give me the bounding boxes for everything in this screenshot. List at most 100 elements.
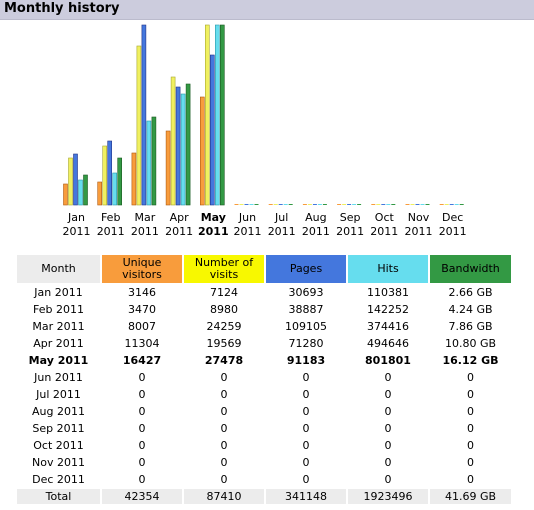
- cell-pages: 0: [302, 405, 310, 418]
- bar-dec-hits: [454, 204, 459, 205]
- cell-month: Nov 2011: [32, 456, 85, 469]
- bar-feb-bandwidth: [117, 157, 122, 206]
- bar-sep-visits: [342, 204, 347, 205]
- cell-month: Aug 2011: [32, 405, 85, 418]
- cell-unique-visitors: 0: [138, 371, 146, 384]
- bar-oct-unique-visitors: [371, 204, 376, 205]
- cell-pages: 0: [302, 473, 310, 486]
- table-row: Nov 2011 0 0 0 0 0: [17, 455, 511, 470]
- bar-jun-hits: [249, 204, 254, 205]
- cell-pages: 71280: [288, 337, 324, 350]
- x-year-oct: 2011: [370, 225, 398, 238]
- cell-bandwidth: 4.24 GB: [448, 303, 493, 316]
- section-title-bar: Monthly history: [0, 0, 534, 20]
- cell-unique-visitors: 0: [138, 388, 146, 401]
- cell-pages: 0: [302, 439, 310, 452]
- x-label-mar: Mar: [135, 211, 156, 224]
- cell-unique-visitors: 0: [138, 456, 146, 469]
- table-row: Jul 2011 0 0 0 0 0: [17, 387, 511, 402]
- bar-jun-visits: [239, 204, 244, 205]
- cell-unique-visitors: 11304: [124, 337, 160, 350]
- bar-dec-pages: [449, 204, 454, 205]
- bar-sep-bandwidth: [357, 204, 362, 205]
- bar-sep-unique-visitors: [337, 204, 342, 205]
- table-row: Feb 2011 3470 8980 38887 142252 4.24 GB: [17, 302, 511, 317]
- total-cell-hits: 1923496: [348, 489, 428, 504]
- table-row: May 2011 16427 27478 91183 801801 16.12 GB: [17, 353, 511, 368]
- total-cell-pages: 341148: [266, 489, 346, 504]
- x-label-aug: Aug: [305, 211, 326, 224]
- bar-dec-unique-visitors: [439, 204, 444, 205]
- table-row: Mar 2011 8007 24259 109105 374416 7.86 GB: [17, 319, 511, 334]
- bar-jun-bandwidth: [254, 204, 259, 205]
- total-cell-unique-visitors: 42354: [102, 489, 182, 504]
- table-row: Oct 2011 0 0 0 0 0: [17, 438, 511, 453]
- table-row: Apr 2011 11304 19569 71280 494646 10.80 GB: [17, 336, 511, 351]
- cell-month: Feb 2011: [33, 303, 84, 316]
- cell-bandwidth: 0: [467, 422, 474, 435]
- cell-hits: 0: [384, 422, 392, 435]
- cell-visits: 24259: [206, 320, 242, 333]
- bar-jan-pages: [73, 153, 78, 206]
- section-title: Monthly history: [4, 1, 120, 16]
- bar-dec-bandwidth: [459, 204, 464, 205]
- bar-mar-unique-visitors: [131, 152, 137, 206]
- cell-bandwidth: 0: [467, 456, 474, 469]
- header-unique-visitors: Unique visitors: [102, 255, 182, 283]
- cell-hits: 110381: [367, 286, 409, 299]
- bar-feb-visits: [102, 145, 107, 206]
- bar-apr-bandwidth: [185, 83, 191, 206]
- monthly-history-chart: Jan2011Feb2011Mar2011Apr2011May2011Jun20…: [63, 24, 467, 238]
- x-label-may: May: [201, 211, 226, 224]
- cell-unique-visitors: 0: [138, 422, 146, 435]
- total-cell-month: Total: [17, 489, 100, 504]
- x-label-oct: Oct: [375, 211, 395, 224]
- cell-visits: 0: [220, 439, 228, 452]
- bar-nov-bandwidth: [425, 204, 430, 205]
- cell-unique-visitors: 0: [138, 405, 146, 418]
- x-label-sep: Sep: [340, 211, 361, 224]
- cell-bandwidth: 2.66 GB: [448, 286, 493, 299]
- x-label-jun: Jun: [238, 211, 256, 224]
- bar-jul-hits: [283, 204, 288, 205]
- cell-unique-visitors: 3146: [128, 286, 156, 299]
- cell-hits: 494646: [367, 337, 409, 350]
- x-year-jan: 2011: [63, 225, 91, 238]
- bar-sep-hits: [352, 204, 357, 205]
- bar-may-unique-visitors: [200, 96, 205, 206]
- bar-oct-pages: [381, 204, 386, 205]
- x-label-feb: Feb: [101, 211, 120, 224]
- bar-nov-hits: [420, 204, 425, 205]
- bar-sep-pages: [347, 204, 352, 205]
- x-year-may: 2011: [198, 225, 229, 238]
- table-total-row: Total 42354 87410 341148 1923496 41.69 GB: [17, 489, 511, 504]
- cell-visits: 0: [220, 422, 228, 435]
- cell-unique-visitors: 3470: [128, 303, 156, 316]
- cell-pages: 38887: [288, 303, 324, 316]
- cell-visits: 8980: [210, 303, 238, 316]
- cell-month: Jan 2011: [34, 286, 83, 299]
- bar-dec-visits: [444, 204, 449, 205]
- x-year-jun: 2011: [234, 225, 262, 238]
- x-year-feb: 2011: [97, 225, 125, 238]
- table-header-row: Month Unique visitors Number of visits P…: [17, 255, 511, 283]
- cell-pages: 30693: [288, 286, 324, 299]
- header-number-of-visits: Number of visits: [184, 255, 264, 283]
- cell-pages: 0: [302, 371, 310, 384]
- bar-nov-pages: [415, 204, 420, 205]
- bar-apr-visits: [170, 76, 176, 206]
- bar-jul-unique-visitors: [268, 204, 273, 205]
- cell-pages: 0: [302, 456, 310, 469]
- x-year-apr: 2011: [165, 225, 193, 238]
- bar-jun-pages: [244, 204, 249, 205]
- bar-aug-pages: [312, 204, 317, 205]
- header-bandwidth: Bandwidth: [430, 255, 511, 283]
- cell-pages: 91183: [286, 354, 326, 367]
- header-pages: Pages: [266, 255, 346, 283]
- cell-bandwidth: 0: [467, 388, 474, 401]
- table-row: Jan 2011 3146 7124 30693 110381 2.66 GB: [17, 285, 511, 300]
- x-label-jul: Jul: [274, 211, 288, 224]
- cell-month: Oct 2011: [33, 439, 84, 452]
- x-label-dec: Dec: [442, 211, 463, 224]
- cell-hits: 801801: [365, 354, 411, 367]
